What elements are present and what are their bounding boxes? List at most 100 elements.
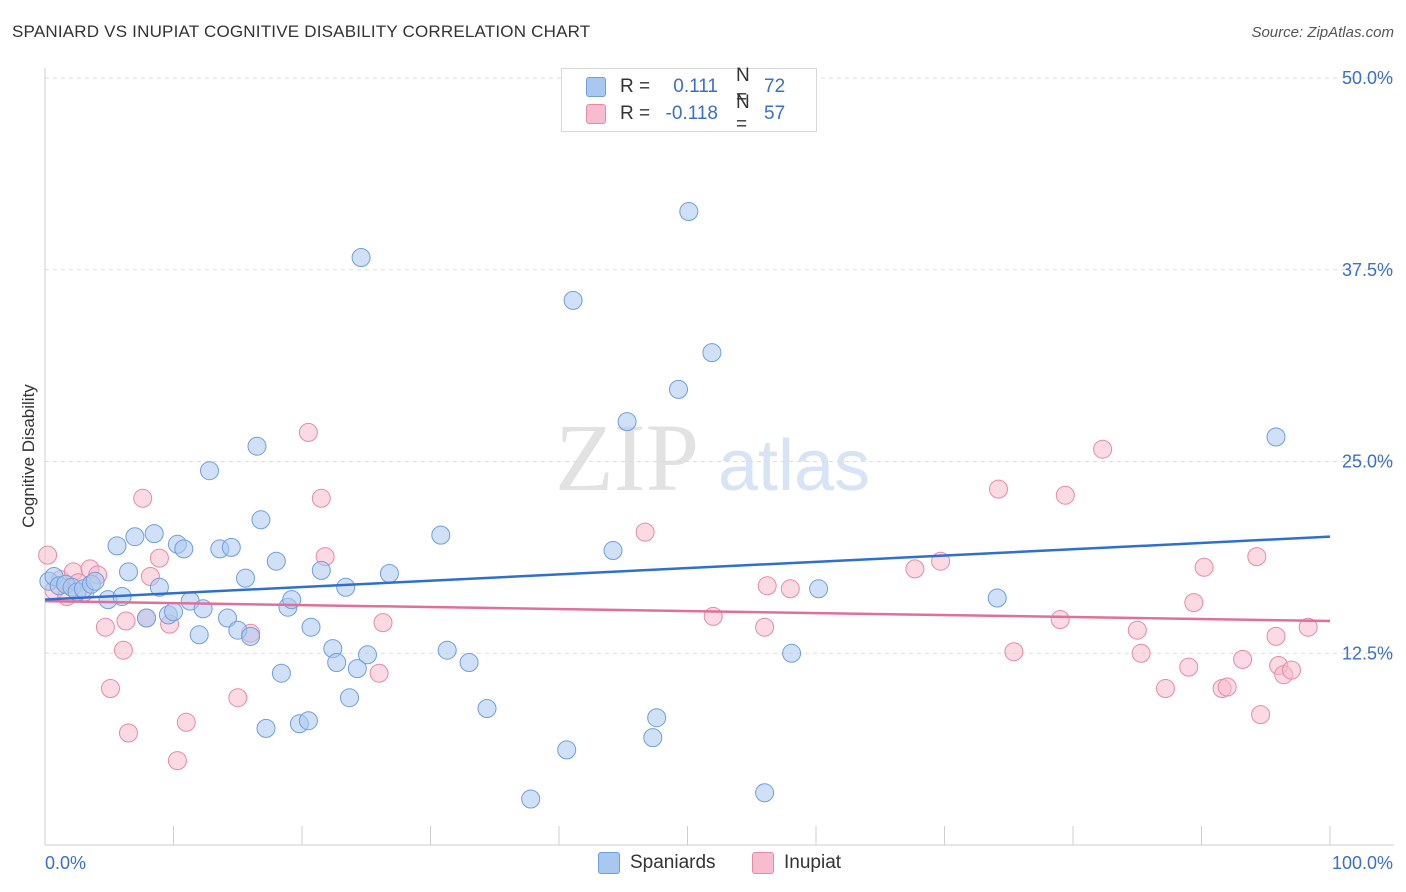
- spaniards-point: [266, 551, 286, 571]
- spaniards-point: [782, 643, 802, 663]
- y-tick-label: 50.0%: [1342, 68, 1393, 88]
- spaniards-point: [189, 625, 209, 645]
- trend-lines: [44, 535, 1331, 623]
- spaniards-point: [679, 202, 699, 221]
- spaniards-point: [347, 659, 367, 679]
- inupiat-point: [1127, 620, 1147, 640]
- spaniards-point: [647, 708, 667, 728]
- legend-row-spaniards: R = 0.111 N = 72: [586, 65, 786, 108]
- spaniards-point: [137, 608, 156, 628]
- spaniards-point: [669, 379, 688, 399]
- spaniards-point: [755, 783, 775, 803]
- spaniards-point: [85, 571, 105, 591]
- spaniards-point: [336, 577, 356, 597]
- inupiat-point: [635, 522, 655, 542]
- spaniards-legend-label: Spaniards: [630, 852, 716, 873]
- inupiat-point: [133, 488, 153, 508]
- inupiat-point: [755, 617, 775, 637]
- spaniards-point: [107, 536, 127, 556]
- y-tick-label: 37.5%: [1342, 260, 1393, 280]
- inupiat-point: [1251, 705, 1271, 725]
- r-value: -0.118: [665, 103, 718, 124]
- spaniards-point: [221, 537, 241, 557]
- inupiat-point: [95, 617, 115, 637]
- inupiat-point: [1055, 485, 1075, 505]
- inupiat-point: [113, 640, 133, 660]
- spaniards-point: [702, 343, 722, 363]
- inupiat-point: [373, 613, 393, 633]
- inupiat-point: [780, 579, 800, 599]
- inupiat-point: [1217, 677, 1237, 697]
- x-tick-label: 100.0%: [1332, 853, 1393, 873]
- axes: [44, 68, 1394, 846]
- inupiat-point: [101, 679, 120, 698]
- inupiat-point: [1247, 547, 1267, 567]
- spaniards-point: [987, 588, 1007, 608]
- spaniards-point: [241, 626, 261, 646]
- inupiat-point: [167, 751, 187, 771]
- spaniards-point: [431, 525, 451, 545]
- correlation-legend: R = 0.111 N = 72 R = -0.118 N = 57: [561, 65, 817, 135]
- legend-row-inupiat: R = -0.118 N = 57: [586, 92, 786, 135]
- y-axis-label: Cognitive Disability: [19, 384, 38, 528]
- spaniards-point: [174, 539, 194, 559]
- spaniards-swatch: [586, 77, 606, 97]
- inupiat-point: [1093, 439, 1113, 459]
- watermark: ZIP atlas: [555, 404, 870, 511]
- spaniards-trend-line: [44, 535, 1331, 601]
- inupiat-point: [119, 723, 138, 743]
- inupiat-point: [311, 488, 331, 508]
- inupiat-point: [176, 712, 196, 732]
- inupiat-point: [703, 606, 723, 626]
- inupiat-point: [905, 559, 925, 579]
- spaniards-point: [298, 711, 318, 731]
- spaniards-point: [379, 564, 399, 583]
- inupiat-swatch: [586, 104, 606, 124]
- inupiat-point: [149, 548, 169, 568]
- spaniards-point: [271, 663, 291, 683]
- spaniards-point: [437, 640, 457, 660]
- inupiat-point: [1282, 660, 1301, 680]
- spaniards-point: [200, 461, 219, 481]
- y-tick-label: 25.0%: [1342, 452, 1393, 472]
- legend-item-inupiat: Inupiat: [752, 852, 841, 874]
- inupiat-point: [298, 422, 318, 442]
- inupiat-point: [1156, 679, 1175, 698]
- spaniards-point: [351, 248, 371, 267]
- inupiat-legend-label: Inupiat: [784, 852, 842, 873]
- spaniards-point: [809, 579, 829, 599]
- inupiat-point: [228, 688, 248, 708]
- inupiat-trend-line: [44, 599, 1331, 623]
- watermark-atlas: atlas: [718, 426, 870, 506]
- inupiat-point: [116, 611, 136, 631]
- spaniards-point: [477, 699, 497, 718]
- n-value: 57: [764, 103, 786, 124]
- ticks: 12.5% 25.0% 37.5% 50.0% 0.0% 100.0%: [45, 68, 1393, 873]
- inupiat-point: [1266, 626, 1286, 646]
- inupiat-point: [1233, 649, 1253, 669]
- spaniards-legend-swatch: [598, 852, 620, 874]
- spaniards-point: [327, 653, 347, 672]
- spaniards-point: [311, 560, 331, 580]
- n-label: N =: [736, 65, 750, 108]
- r-label: R =: [620, 103, 651, 124]
- inupiat-point: [757, 576, 777, 596]
- n-value: 72: [764, 76, 786, 97]
- spaniards-point: [563, 290, 583, 310]
- spaniards-point: [358, 645, 377, 665]
- spaniards-point: [218, 608, 237, 628]
- legend-item-spaniards: Spaniards: [598, 852, 716, 874]
- x-tick-label: 0.0%: [45, 853, 86, 873]
- inupiat-point: [1184, 593, 1204, 613]
- spaniards-point: [164, 602, 183, 622]
- spaniards-point: [301, 617, 321, 637]
- inupiat-point: [1004, 642, 1024, 662]
- y-tick-label: 12.5%: [1342, 643, 1393, 663]
- spaniards-point: [247, 436, 267, 456]
- inupiat-point: [38, 545, 58, 565]
- spaniards-point: [125, 527, 145, 547]
- spaniards-point: [617, 412, 637, 432]
- spaniards-point: [256, 718, 276, 738]
- source-credit: Source: ZipAtlas.com: [1251, 24, 1394, 41]
- r-value: 0.111: [673, 76, 718, 97]
